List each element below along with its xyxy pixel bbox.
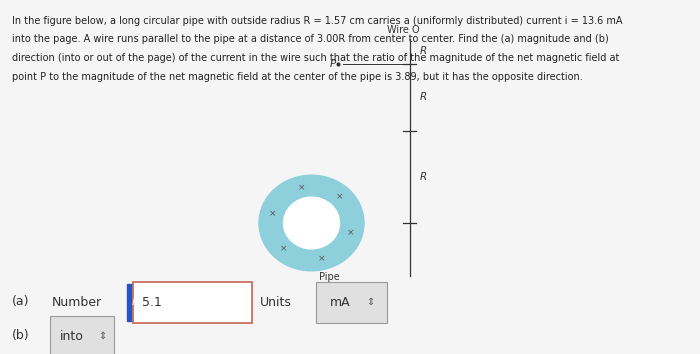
Text: ⇕: ⇕ bbox=[98, 331, 106, 341]
Text: ×: × bbox=[298, 183, 304, 192]
Text: Number: Number bbox=[52, 296, 102, 308]
Text: R: R bbox=[419, 92, 427, 102]
Text: 5.1: 5.1 bbox=[142, 296, 162, 308]
Text: mA: mA bbox=[330, 296, 351, 308]
Text: direction (into or out of the page) of the current in the wire such that the rat: direction (into or out of the page) of t… bbox=[12, 53, 620, 63]
FancyBboxPatch shape bbox=[316, 281, 387, 322]
Text: R: R bbox=[419, 46, 427, 56]
Ellipse shape bbox=[284, 197, 340, 249]
Text: In the figure below, a long circular pipe with outside radius R = 1.57 cm carrie: In the figure below, a long circular pip… bbox=[12, 16, 622, 26]
Text: (b): (b) bbox=[12, 330, 29, 343]
Text: ⇕: ⇕ bbox=[366, 297, 374, 307]
Text: i: i bbox=[132, 297, 134, 307]
Text: (a): (a) bbox=[12, 296, 29, 308]
Text: P: P bbox=[330, 59, 336, 69]
Text: point P to the magnitude of the net magnetic field at the center of the pipe is : point P to the magnitude of the net magn… bbox=[12, 72, 582, 81]
Text: ×: × bbox=[346, 228, 354, 237]
Text: ×: × bbox=[269, 209, 276, 218]
Text: Pipe: Pipe bbox=[319, 272, 340, 282]
Text: into: into bbox=[60, 330, 84, 343]
Text: into the page. A wire runs parallel to the pipe at a distance of 3.00R from cent: into the page. A wire runs parallel to t… bbox=[12, 34, 609, 45]
Text: Units: Units bbox=[260, 296, 292, 308]
FancyBboxPatch shape bbox=[50, 315, 114, 354]
Text: ×: × bbox=[336, 193, 344, 201]
Text: R: R bbox=[419, 172, 427, 182]
Text: ×: × bbox=[279, 245, 287, 253]
FancyBboxPatch shape bbox=[133, 281, 252, 322]
Text: ×: × bbox=[318, 254, 326, 263]
Text: Wire O: Wire O bbox=[388, 25, 420, 35]
Bar bbox=[127, 284, 139, 320]
Ellipse shape bbox=[259, 175, 364, 271]
